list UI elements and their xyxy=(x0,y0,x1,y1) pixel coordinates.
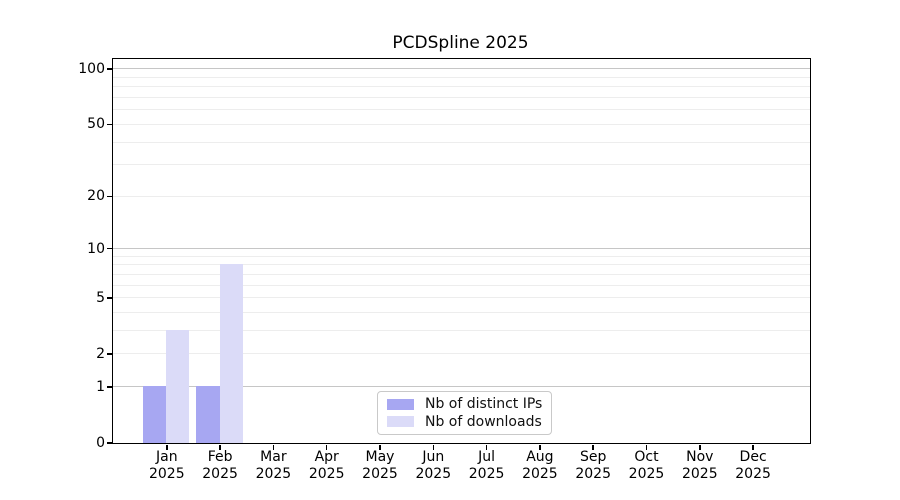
y-axis-tick-mark xyxy=(106,195,112,198)
x-tick-year: 2025 xyxy=(735,465,771,482)
minor-gridline xyxy=(112,264,810,266)
bar-distinct-ips xyxy=(143,386,167,443)
legend-label: Nb of downloads xyxy=(425,413,542,430)
minor-gridline xyxy=(112,353,810,355)
major-gridline xyxy=(112,68,810,70)
x-axis-tick-mark xyxy=(752,444,754,450)
bar-downloads xyxy=(219,264,243,443)
x-tick-year: 2025 xyxy=(308,465,345,482)
y-axis-tick-label: 5 xyxy=(96,289,105,306)
x-tick-month: Sep xyxy=(579,449,607,465)
x-axis-tick-mark xyxy=(219,444,221,450)
minor-gridline xyxy=(112,123,810,125)
y-axis-tick-label: 50 xyxy=(87,116,105,133)
x-tick-month: Feb xyxy=(207,449,233,465)
legend-item: Nb of downloads xyxy=(387,414,542,430)
minor-gridline xyxy=(112,255,810,257)
legend: Nb of distinct IPs Nb of downloads xyxy=(377,391,553,435)
x-tick-month: Jan xyxy=(156,449,178,465)
x-axis-tick-mark xyxy=(379,444,381,450)
y-axis-tick-label: 100 xyxy=(78,60,105,77)
y-axis-tick-label: 20 xyxy=(87,188,105,205)
x-axis-tick-label: Jun 2025 xyxy=(393,449,473,482)
x-axis-tick-mark xyxy=(272,444,275,450)
minor-gridline xyxy=(112,284,810,286)
y-axis-tick-label: 10 xyxy=(87,240,105,257)
y-axis-tick-mark xyxy=(106,247,112,250)
x-tick-month: Apr xyxy=(314,449,339,465)
minor-gridline xyxy=(112,164,810,166)
y-axis-tick-mark xyxy=(106,442,112,444)
minor-gridline xyxy=(112,330,810,332)
minor-gridline xyxy=(112,312,810,314)
minor-gridline xyxy=(112,76,810,78)
x-axis-tick-label: May 2025 xyxy=(340,449,420,482)
y-axis-tick-mark xyxy=(106,353,112,355)
y-axis-tick-label: 2 xyxy=(96,345,105,362)
x-tick-year: 2025 xyxy=(202,465,238,482)
x-axis-tick-label: Aug 2025 xyxy=(500,449,580,482)
x-axis-tick-label: Feb 2025 xyxy=(180,449,260,482)
x-axis-tick-mark xyxy=(485,444,488,450)
bar-downloads xyxy=(166,330,190,443)
x-tick-year: 2025 xyxy=(681,465,718,482)
chart-title: PCDSpline 2025 xyxy=(392,33,529,53)
x-axis-tick-mark xyxy=(592,444,594,450)
x-axis-tick-label: Dec 2025 xyxy=(713,449,793,482)
minor-gridline xyxy=(112,297,810,299)
x-tick-year: 2025 xyxy=(362,465,398,482)
x-tick-month: Dec xyxy=(739,449,767,465)
minor-gridline xyxy=(112,86,810,88)
plot-area xyxy=(111,57,811,444)
x-axis-tick-label: Nov 2025 xyxy=(660,449,740,482)
x-axis-tick-label: Jul 2025 xyxy=(447,449,527,482)
x-tick-month: Jun xyxy=(422,449,445,465)
x-tick-year: 2025 xyxy=(148,465,185,482)
legend-item: Nb of distinct IPs xyxy=(387,396,542,412)
minor-gridline xyxy=(112,97,810,99)
major-gridline xyxy=(112,386,810,388)
x-axis-tick-label: Oct 2025 xyxy=(607,449,687,482)
minor-gridline xyxy=(112,141,810,143)
x-axis-tick-label: Jan 2025 xyxy=(127,449,207,482)
legend-swatch xyxy=(387,416,414,428)
minor-gridline xyxy=(112,109,810,111)
x-axis-tick-mark xyxy=(699,444,701,450)
x-axis-tick-label: Apr 2025 xyxy=(287,449,367,482)
y-axis-tick-label: 1 xyxy=(96,378,105,395)
y-axis-tick-mark xyxy=(106,68,112,70)
x-tick-year: 2025 xyxy=(628,465,665,482)
y-axis-tick-mark xyxy=(106,297,112,299)
y-axis-tick-mark xyxy=(106,386,112,388)
x-tick-year: 2025 xyxy=(255,465,292,482)
x-tick-month: Oct xyxy=(634,449,659,465)
x-axis-tick-label: Mar 2025 xyxy=(233,449,313,482)
legend-swatch xyxy=(387,398,414,410)
x-tick-year: 2025 xyxy=(415,465,452,482)
legend-label: Nb of distinct IPs xyxy=(425,396,543,413)
x-axis-tick-label: Sep 2025 xyxy=(553,449,633,482)
x-tick-month: Mar xyxy=(260,449,287,465)
x-tick-year: 2025 xyxy=(522,465,558,482)
x-tick-month: Jul xyxy=(478,449,496,465)
x-axis-tick-mark xyxy=(432,444,435,450)
minor-gridline xyxy=(112,273,810,275)
y-axis-tick-label: 0 xyxy=(96,435,105,451)
x-tick-year: 2025 xyxy=(468,465,505,482)
bar-distinct-ips xyxy=(196,386,220,443)
x-axis-tick-mark xyxy=(325,444,328,450)
x-axis-tick-mark xyxy=(166,444,168,450)
x-tick-month: May xyxy=(365,449,395,465)
x-tick-year: 2025 xyxy=(575,465,611,482)
minor-gridline xyxy=(112,195,810,197)
x-axis-tick-mark xyxy=(645,444,648,450)
x-tick-month: Aug xyxy=(526,449,554,465)
x-axis-tick-mark xyxy=(539,444,541,450)
y-axis-tick-mark xyxy=(106,123,112,126)
x-tick-month: Nov xyxy=(686,449,714,465)
major-gridline xyxy=(112,248,810,250)
